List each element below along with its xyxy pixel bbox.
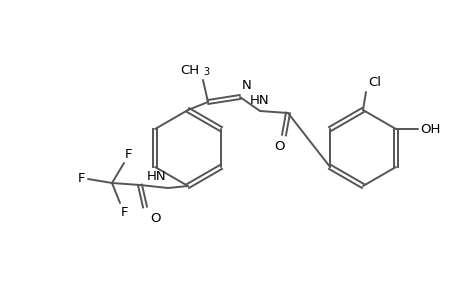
- Text: F: F: [77, 172, 85, 185]
- Text: OH: OH: [419, 122, 439, 136]
- Text: O: O: [274, 140, 285, 153]
- Text: N: N: [241, 79, 251, 92]
- Text: HN: HN: [250, 94, 269, 107]
- Text: F: F: [125, 148, 132, 161]
- Text: O: O: [150, 212, 160, 225]
- Text: 3: 3: [202, 67, 208, 77]
- Text: Cl: Cl: [367, 76, 380, 89]
- Text: CH: CH: [179, 64, 199, 77]
- Text: HN: HN: [146, 170, 166, 183]
- Text: F: F: [121, 206, 128, 219]
